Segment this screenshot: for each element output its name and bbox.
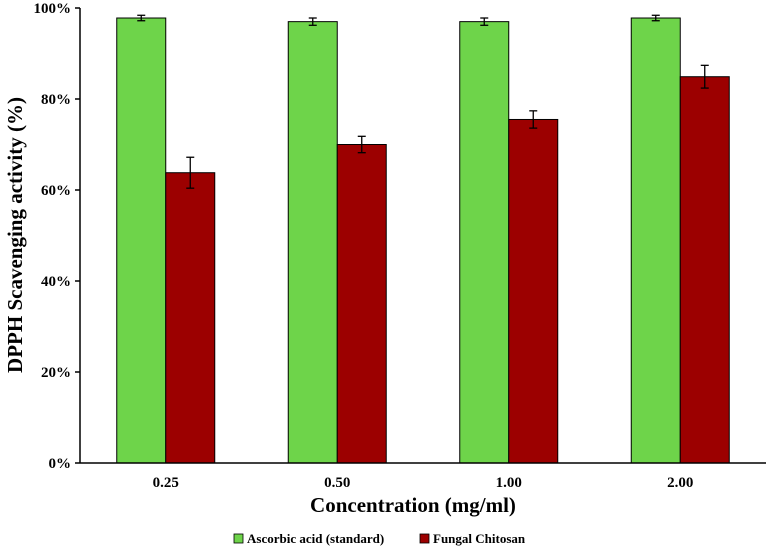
legend-fungal-chitosan-swatch [419, 533, 430, 544]
y-tick-label: 80% [41, 92, 71, 108]
x-ticks: 0.25 0.50 1.00 2.00 [153, 475, 694, 491]
x-tick-label: 2.00 [667, 475, 693, 491]
legend-ascorbic-acid-swatch [233, 533, 244, 544]
bar-fungal-chitosan-2.00 [679, 76, 730, 464]
bar-ascorbic-acid-1.00 [459, 21, 510, 464]
x-tick-label: 0.50 [324, 475, 350, 491]
y-tick-label: 20% [41, 365, 71, 381]
legend: Ascorbic acid (standard) Fungal Chitosan [233, 531, 526, 546]
y-tick-label: 100% [34, 1, 72, 17]
x-axis-title: Concentration (mg/ml) [310, 493, 516, 517]
bar-fungal-chitosan-0.50 [336, 144, 387, 464]
legend-fungal-chitosan-label: Fungal Chitosan [433, 531, 526, 546]
bar-fungal-chitosan-0.25 [165, 172, 216, 464]
y-tick-label: 0% [49, 456, 72, 472]
bar-ascorbic-acid-0.25 [116, 17, 167, 464]
y-tick-label: 40% [41, 274, 71, 290]
error-bars-layer [137, 14, 709, 189]
y-tick-label: 60% [41, 183, 71, 199]
x-tick-label: 0.25 [153, 475, 179, 491]
y-ticks: 0% 20% 40% 60% 80% 100% [34, 1, 80, 472]
bar-ascorbic-acid-0.50 [287, 21, 338, 464]
bars-layer [116, 17, 730, 464]
y-axis-title: DPPH Scavenging activity (%) [3, 97, 27, 373]
bar-fungal-chitosan-1.00 [508, 118, 559, 464]
legend-ascorbic-acid-label: Ascorbic acid (standard) [247, 531, 384, 546]
x-tick-label: 1.00 [496, 475, 522, 491]
axes-layer [79, 8, 766, 464]
bar-ascorbic-acid-2.00 [630, 17, 681, 464]
